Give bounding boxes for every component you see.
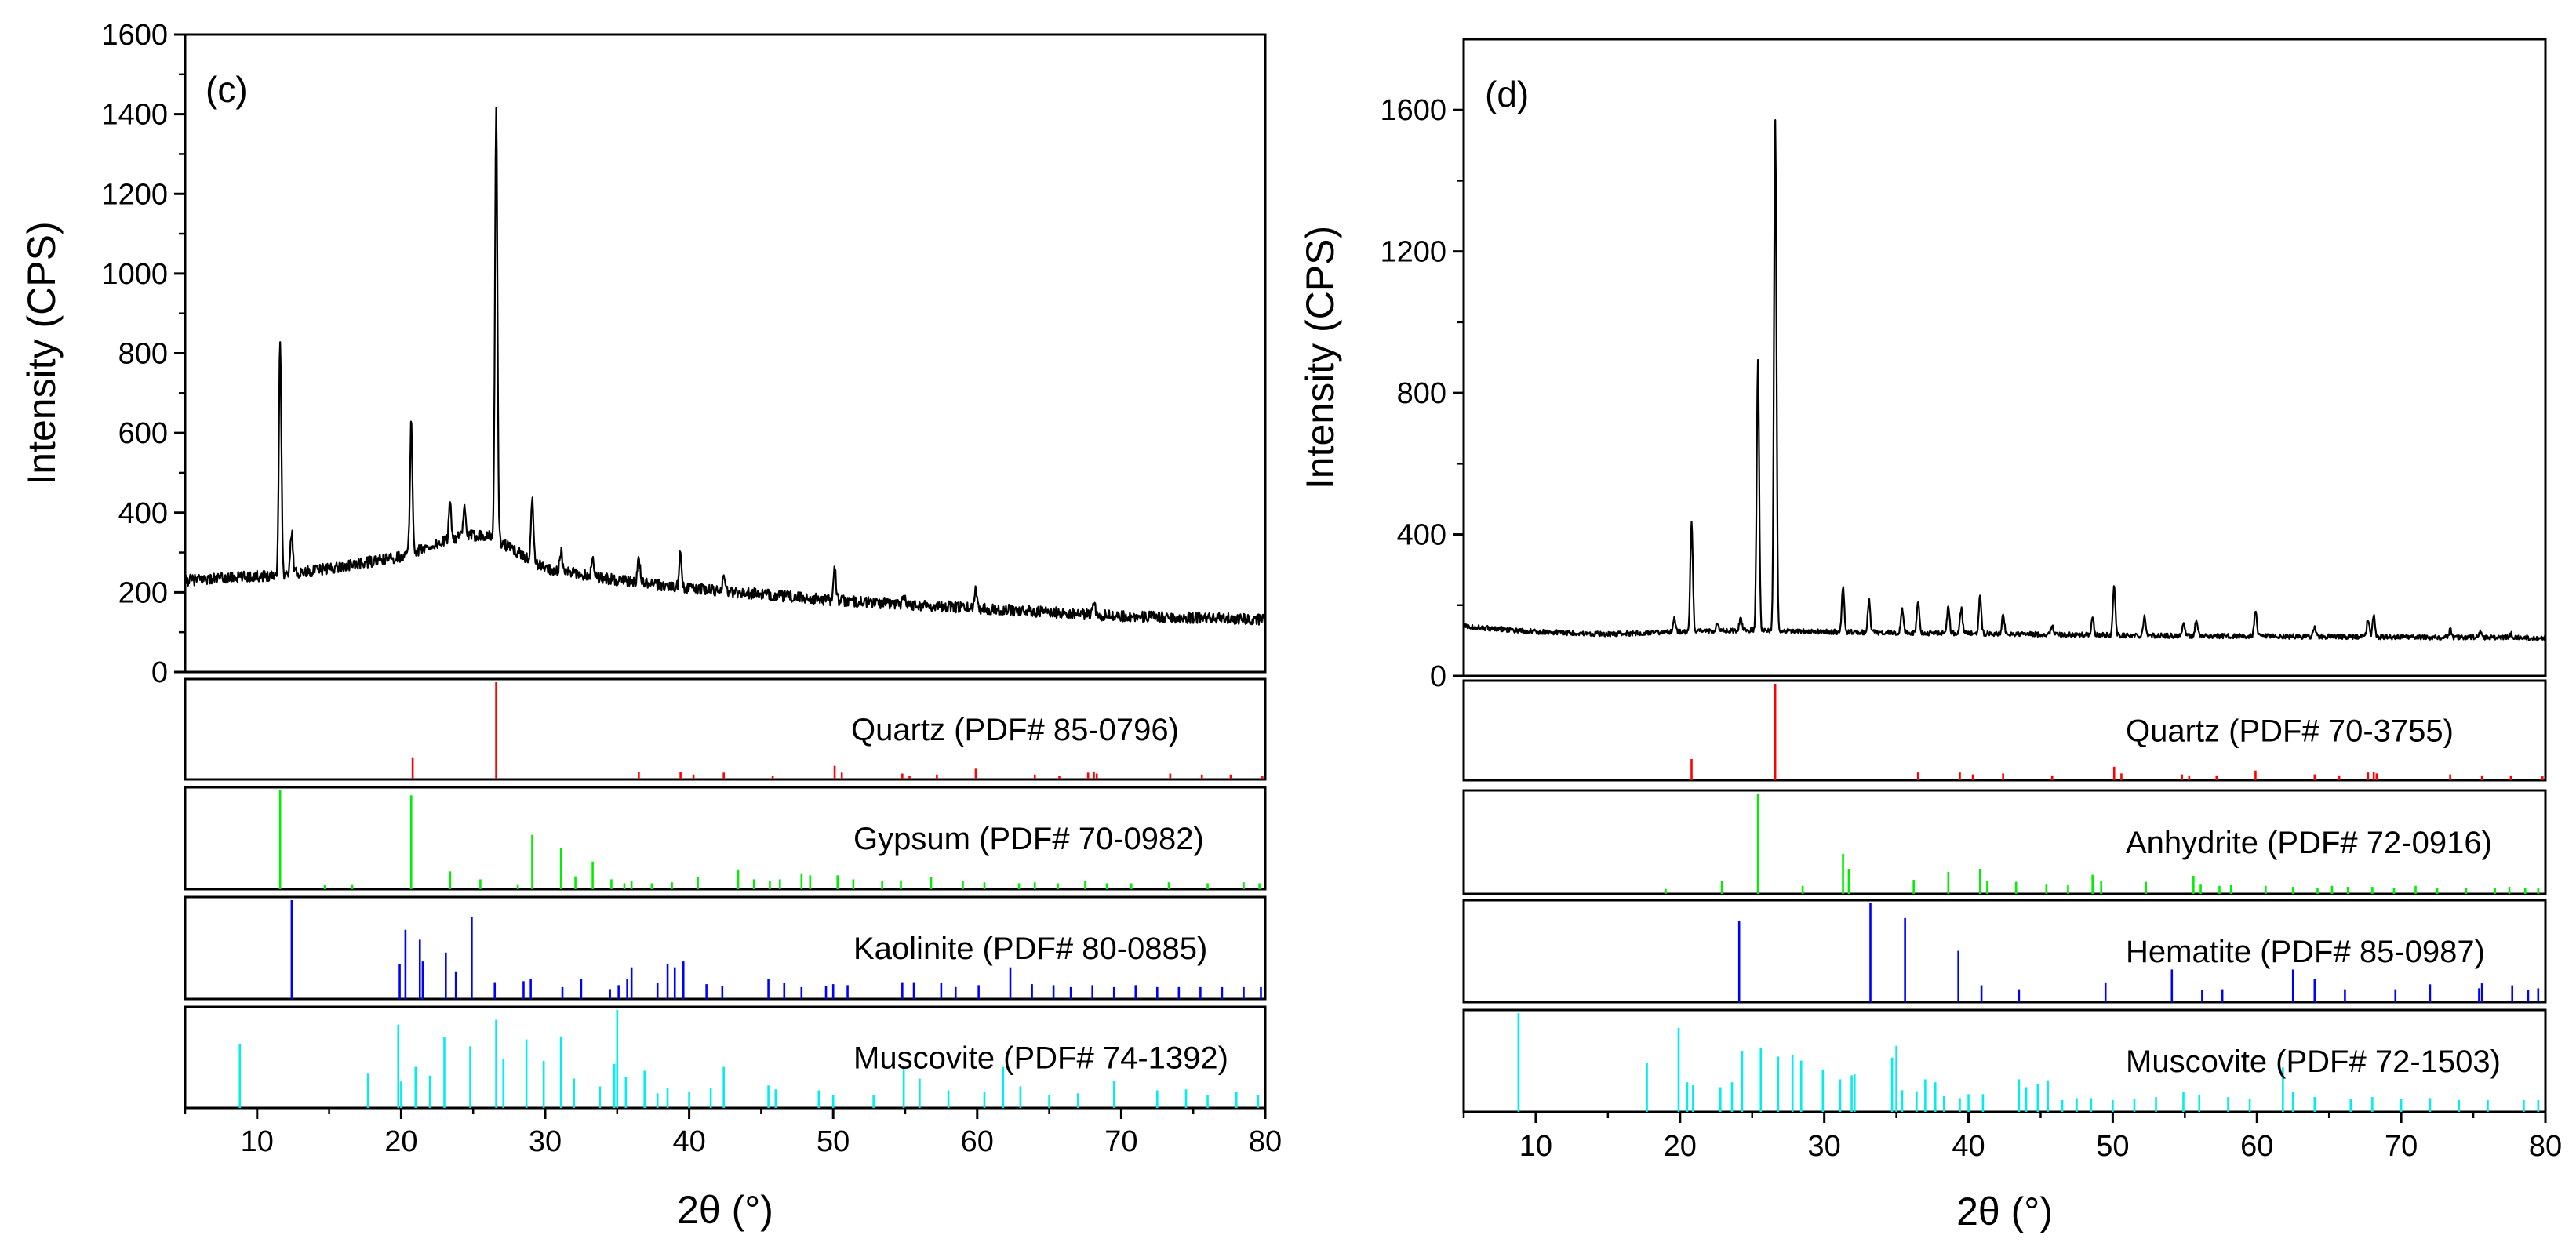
- y-axis-title: Intensity (CPS): [1298, 226, 1342, 489]
- x-tick-label: 20: [384, 1125, 417, 1158]
- reference-panel-frame: [1462, 899, 2547, 1004]
- x-tick-label: 20: [1664, 1130, 1697, 1163]
- y-tick-label: 1600: [101, 19, 168, 52]
- y-tick-label: 1400: [101, 99, 168, 132]
- reference-panel-frame: [184, 895, 1267, 1001]
- x-tick-label: 70: [2385, 1130, 2418, 1163]
- x-tick-label: 30: [529, 1125, 562, 1158]
- main-plot-frame: [184, 33, 1267, 674]
- x-tick-label: 60: [2240, 1130, 2273, 1163]
- panel-label: (d): [1485, 74, 1529, 114]
- reference-label: Hematite (PDF# 85-0987): [2126, 935, 2485, 969]
- y-tick-label: 800: [1397, 377, 1446, 410]
- reference-label: Anhydrite (PDF# 72-0916): [2126, 826, 2492, 860]
- reference-label: Muscovite (PDF# 74-1392): [853, 1041, 1228, 1076]
- x-tick-label: 50: [817, 1125, 850, 1158]
- reference-panel-frame: [184, 1005, 1267, 1110]
- reference-label: Kaolinite (PDF# 80-0885): [853, 932, 1207, 966]
- y-tick-label: 400: [1397, 519, 1446, 552]
- reference-panel-frame: [1462, 1008, 2547, 1113]
- reference-label: Muscovite (PDF# 72-1503): [2126, 1044, 2501, 1079]
- reference-label: Quartz (PDF# 85-0796): [851, 713, 1179, 747]
- reference-panel-frame: [184, 786, 1267, 891]
- x-tick-label: 10: [241, 1125, 274, 1158]
- panel-label: (c): [206, 69, 248, 110]
- x-axis-title: 2θ (°): [1956, 1190, 2053, 1233]
- reference-panel-frame: [1462, 789, 2547, 895]
- y-tick-label: 400: [118, 497, 168, 530]
- y-tick-label: 1200: [101, 178, 168, 211]
- x-tick-label: 40: [672, 1125, 705, 1158]
- reference-panel-frame: [184, 677, 1267, 781]
- y-tick-label: 1200: [1380, 236, 1446, 269]
- x-tick-label: 30: [1808, 1130, 1841, 1163]
- reference-label: Gypsum (PDF# 70-0982): [853, 822, 1204, 856]
- reference-panel-frame: [1462, 679, 2547, 782]
- y-axis-title: Intensity (CPS): [20, 221, 64, 485]
- main-plot-frame: [1462, 38, 2547, 677]
- x-tick-label: 80: [1249, 1125, 1282, 1158]
- y-tick-label: 600: [118, 417, 168, 450]
- x-tick-label: 10: [1519, 1130, 1552, 1163]
- x-axis-title: 2θ (°): [677, 1188, 773, 1232]
- reference-label: Quartz (PDF# 70-3755): [2126, 714, 2454, 749]
- diffraction-pattern-line: [184, 107, 1267, 626]
- y-tick-label: 0: [1430, 660, 1446, 693]
- y-tick-label: 800: [118, 338, 168, 371]
- x-tick-label: 60: [961, 1125, 994, 1158]
- y-tick-label: 1000: [101, 258, 168, 291]
- x-tick-label: 70: [1104, 1125, 1137, 1158]
- x-tick-label: 50: [2096, 1130, 2129, 1163]
- y-tick-label: 1600: [1380, 94, 1446, 127]
- x-tick-label: 40: [1952, 1130, 1985, 1163]
- y-tick-label: 0: [151, 656, 168, 689]
- y-tick-label: 200: [118, 576, 168, 609]
- x-tick-label: 80: [2529, 1130, 2562, 1163]
- diffraction-pattern-line: [1463, 119, 2546, 641]
